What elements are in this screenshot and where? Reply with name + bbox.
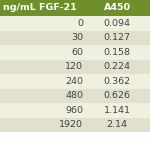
- Bar: [147, 60, 150, 74]
- Text: 120: 120: [65, 62, 83, 71]
- Text: 0.224: 0.224: [103, 62, 130, 71]
- Bar: [0, 74, 87, 88]
- Bar: [147, 16, 150, 30]
- Text: ng/mL FGF-21: ng/mL FGF-21: [3, 3, 76, 12]
- Bar: [87, 74, 147, 88]
- Bar: [87, 45, 147, 60]
- Text: 240: 240: [65, 77, 83, 86]
- Bar: [147, 30, 150, 45]
- Bar: [147, 88, 150, 103]
- Bar: [87, 60, 147, 74]
- Bar: [0, 45, 87, 60]
- Bar: [147, 74, 150, 88]
- Text: 0.626: 0.626: [103, 91, 130, 100]
- Text: 0.094: 0.094: [103, 19, 130, 28]
- Bar: [0, 60, 87, 74]
- Text: 1.141: 1.141: [103, 106, 130, 115]
- Bar: [87, 16, 147, 30]
- Bar: [0, 0, 87, 16]
- Text: 0: 0: [77, 19, 83, 28]
- Text: 60: 60: [71, 48, 83, 57]
- Bar: [0, 103, 87, 117]
- Bar: [147, 45, 150, 60]
- Bar: [0, 30, 87, 45]
- Bar: [147, 103, 150, 117]
- Bar: [87, 30, 147, 45]
- Text: 30: 30: [71, 33, 83, 42]
- Text: 0.158: 0.158: [103, 48, 130, 57]
- Bar: [87, 117, 147, 132]
- Text: 0.127: 0.127: [103, 33, 130, 42]
- Bar: [0, 88, 87, 103]
- Text: A450: A450: [103, 3, 130, 12]
- Text: 0.362: 0.362: [103, 77, 130, 86]
- Text: 1920: 1920: [59, 120, 83, 129]
- Bar: [87, 88, 147, 103]
- Bar: [147, 117, 150, 132]
- Bar: [87, 103, 147, 117]
- Text: 2.14: 2.14: [106, 120, 128, 129]
- Bar: [147, 0, 150, 16]
- Text: 960: 960: [65, 106, 83, 115]
- Text: 480: 480: [65, 91, 83, 100]
- Bar: [0, 16, 87, 30]
- Bar: [87, 0, 147, 16]
- Bar: [0, 117, 87, 132]
